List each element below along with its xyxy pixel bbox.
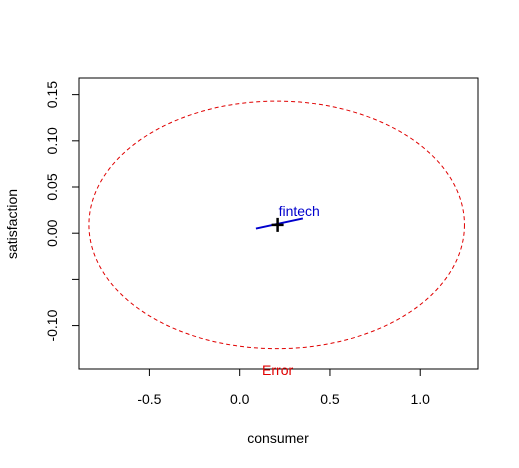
fintech-label: fintech bbox=[279, 203, 320, 219]
y-tick-label: 0.15 bbox=[44, 81, 60, 108]
x-tick-label: 0.5 bbox=[320, 391, 340, 407]
x-axis: -0.5 0.0 0.5 1.0 bbox=[137, 369, 430, 407]
plot-frame bbox=[78, 77, 479, 370]
fintech-direction-segment bbox=[255, 217, 304, 230]
error-ellipse bbox=[88, 100, 465, 350]
x-tick-label: 0.0 bbox=[230, 391, 250, 407]
y-tick-label: 0.00 bbox=[44, 219, 60, 246]
y-axis-label: satisfaction bbox=[4, 189, 20, 259]
error-label: Error bbox=[262, 362, 293, 378]
x-axis-label: consumer bbox=[247, 430, 309, 446]
fintech-mean-marker bbox=[271, 217, 284, 232]
y-tick-label: 0.10 bbox=[44, 127, 60, 154]
x-tick-label: 1.0 bbox=[410, 391, 430, 407]
y-tick-label: -0.10 bbox=[44, 309, 60, 341]
y-tick-label: 0.05 bbox=[44, 173, 60, 200]
y-axis: -0.10 0.00 0.05 0.10 0.15 bbox=[44, 81, 79, 342]
x-tick-label: -0.5 bbox=[137, 391, 161, 407]
